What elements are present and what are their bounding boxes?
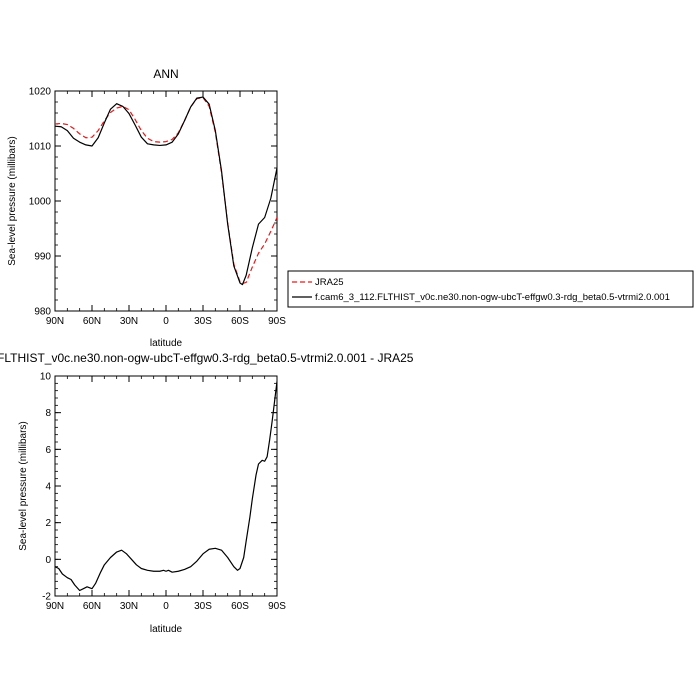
top-y-tick-label: 1020 (29, 87, 52, 98)
top-chart: ANN 90N 60N 30N 0 30S 60S 90S 980 990 1000 1010 102… (7, 67, 286, 349)
bottom-y-tick-label: -2 (42, 592, 51, 603)
top-y-axis-label: Sea-level pressure (millibars) (7, 136, 18, 265)
bottom-x-tick-label: 30N (120, 601, 138, 612)
top-y-tick-label: 990 (34, 252, 51, 263)
bottom-y-tick-label: 0 (45, 555, 51, 566)
bottom-plot-area: 90N 60N 30N 0 30S 60S 90S -2 0 2 4 6 8 10 (40, 372, 286, 613)
bottom-x-tick-label: 0 (163, 601, 169, 612)
top-series-line-jra25 (55, 97, 277, 285)
top-x-tick-label: 90S (268, 316, 286, 327)
top-x-axis-label: latitude (150, 338, 183, 349)
bottom-y-axis-label: Sea-level pressure (millibars) (18, 421, 29, 550)
bottom-x-axis-label: latitude (150, 624, 183, 635)
bottom-x-tick-label: 30S (194, 601, 212, 612)
bottom-series-line-model (55, 381, 277, 592)
top-x-tick-label: 30S (194, 316, 212, 327)
bottom-x-tick-label: 60S (231, 601, 249, 612)
bottom-x-tick-label: 90N (46, 601, 64, 612)
top-plot-area: 90N 60N 30N 0 30S 60S 90S 980 990 1000 1010 1020 (29, 87, 286, 328)
top-series-line-model (55, 96, 277, 286)
bottom-y-tick-label: 2 (45, 518, 51, 529)
top-y-tick-label: 1010 (29, 142, 52, 153)
bottom-y-tick-label: 6 (45, 445, 51, 456)
top-y-tick-label: 980 (34, 307, 51, 318)
bottom-chart: f.cam6_3_112.FLTHIST_v0c.ne30.non-ogw-ub… (0, 351, 414, 635)
bottom-x-tick-label: 60N (83, 601, 101, 612)
bottom-y-tick-label: 10 (40, 372, 52, 383)
top-chart-title: ANN (153, 67, 178, 81)
top-x-tick-label: 30N (120, 316, 138, 327)
legend: JRA25 f.cam6_3_112.FLTHIST_v0c.ne30.non-… (287, 270, 694, 308)
top-x-tick-label: 90N (46, 316, 64, 327)
top-y-tick-label: 1000 (29, 197, 52, 208)
legend-box (287, 270, 694, 308)
bottom-x-tick-label: 90S (268, 601, 286, 612)
top-x-tick-label: 60S (231, 316, 249, 327)
bottom-axes-frame (54, 375, 278, 597)
bottom-y-tick-label: 8 (45, 408, 51, 419)
top-axes-frame (54, 90, 278, 312)
top-x-tick-label: 60N (83, 316, 101, 327)
bottom-y-tick-label: 4 (45, 482, 51, 493)
bottom-chart-title: f.cam6_3_112.FLTHIST_v0c.ne30.non-ogw-ub… (0, 351, 414, 365)
legend-entry-jra25: JRA25 (315, 277, 344, 288)
legend-entry-model: f.cam6_3_112.FLTHIST_v0c.ne30.non-ogw-ub… (315, 292, 670, 303)
top-x-tick-label: 0 (163, 316, 169, 327)
